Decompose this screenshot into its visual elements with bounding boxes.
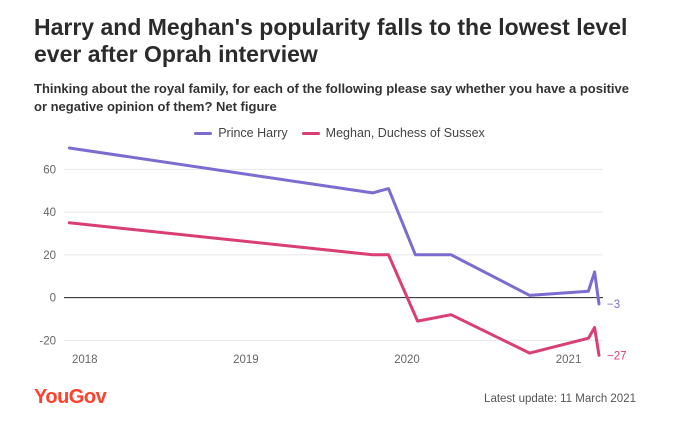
legend-label-meghan: Meghan, Duchess of Sussex	[325, 126, 485, 140]
end-value-label-meghan: −27	[607, 350, 627, 362]
x-tick-label: 2018	[72, 354, 98, 366]
chart-title: Harry and Meghan's popularity falls to t…	[34, 14, 628, 67]
y-tick-label: 0	[50, 293, 56, 305]
latest-update-note: Latest update: 11 March 2021	[484, 393, 636, 405]
series-line-meghan	[67, 221, 601, 357]
y-tick-label: -20	[39, 335, 56, 347]
x-tick-label: 2020	[394, 354, 420, 366]
x-tick-label: 2021	[556, 354, 582, 366]
legend-label-harry: Prince Harry	[218, 126, 288, 140]
y-tick-label: 20	[43, 250, 56, 262]
y-tick-label: 60	[43, 164, 56, 176]
end-value-label-harry: −3	[607, 299, 620, 311]
x-tick-label: 2019	[233, 354, 259, 366]
legend-swatch-harry	[194, 131, 213, 135]
yougov-logo: YouGov	[34, 386, 107, 408]
y-tick-label: 40	[43, 207, 56, 219]
legend-item-harry[interactable]: Prince Harry	[194, 126, 288, 140]
chart-subtitle: Thinking about the royal family, for eac…	[34, 81, 629, 114]
legend-item-meghan[interactable]: Meghan, Duchess of Sussex	[301, 126, 485, 140]
legend: Prince Harry Meghan, Duchess of Sussex	[0, 126, 679, 140]
series-line-harry	[67, 146, 601, 306]
legend-swatch-meghan	[301, 131, 320, 135]
